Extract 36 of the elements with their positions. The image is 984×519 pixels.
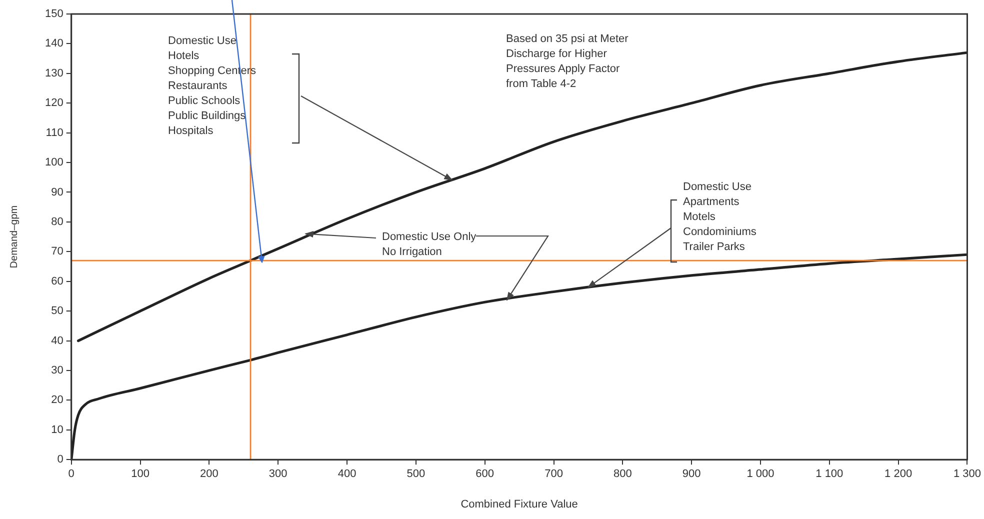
y-tick-label: 140 — [44, 38, 64, 50]
x-tick-label: 200 — [200, 468, 218, 480]
x-tick-label: 900 — [682, 468, 701, 480]
y-tick-label: 80 — [51, 216, 64, 228]
y-tick-label: 30 — [51, 364, 64, 377]
x-tick-label: 100 — [131, 468, 150, 480]
x-tick-label: 1 100 — [816, 468, 844, 480]
y-tick-label: 150 — [44, 8, 64, 20]
x-tick-label: 400 — [338, 468, 356, 480]
y-tick-label: 60 — [51, 275, 64, 288]
annotation: Domestic Use Only No Irrigation — [382, 230, 476, 260]
x-tick-label: 700 — [544, 468, 563, 480]
y-tick-label: 110 — [46, 126, 64, 139]
annotation: Domestic Use Apartments Motels Condominiums Trailer Parks — [683, 180, 756, 255]
y-tick-label: 90 — [51, 186, 64, 198]
y-tick-label: 70 — [51, 246, 64, 258]
y-tick-label: 120 — [44, 97, 64, 110]
annotation: Based on 35 psi at Meter Discharge for Higher Pressures Apply Factor from Table 4-2 — [506, 32, 628, 92]
x-axis-title: Combined Fixture Value — [460, 498, 578, 510]
x-tick-label: 1 000 — [746, 468, 774, 480]
y-tick-label: 40 — [51, 334, 64, 347]
x-tick-label: 500 — [406, 468, 426, 480]
y-tick-label: 20 — [51, 394, 64, 406]
y-tick-label: 130 — [44, 67, 64, 80]
x-tick-label: 0 — [68, 468, 74, 480]
x-tick-label: 1 300 — [953, 468, 981, 480]
y-tick-label: 50 — [51, 305, 64, 318]
line-series — [76, 51, 968, 342]
x-tick-label: 300 — [268, 468, 288, 480]
y-axis-title: Demand–gpm — [8, 205, 20, 268]
y-tick-label: 100 — [44, 156, 64, 169]
x-tick-label: 1 200 — [884, 468, 912, 480]
y-tick-label: 10 — [51, 424, 64, 436]
y-tick-label: 0 — [57, 454, 64, 466]
x-tick-label: 600 — [476, 468, 494, 480]
x-tick-label: 800 — [613, 468, 632, 480]
